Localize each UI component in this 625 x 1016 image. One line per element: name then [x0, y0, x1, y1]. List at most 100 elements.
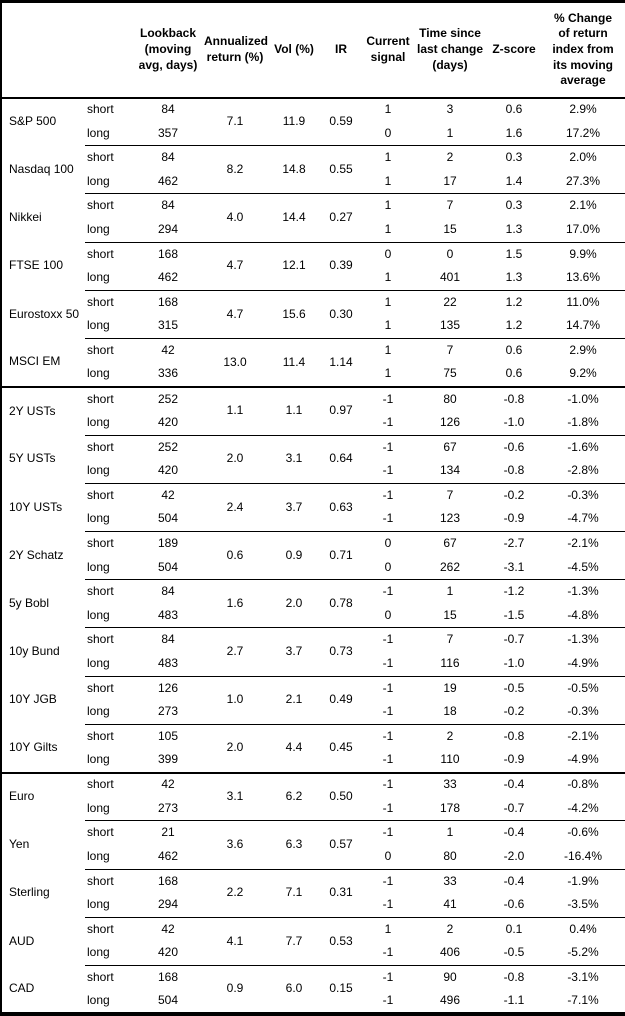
table-row: long 294 -1 41 -0.6 -3.5%	[1, 893, 625, 917]
vol-cell: 3.1	[269, 434, 319, 484]
vol-cell: 3.7	[269, 482, 319, 532]
current-signal-cell: 1	[363, 145, 413, 170]
ir-cell: 0.27	[319, 193, 363, 243]
current-signal-cell: -1	[382, 992, 394, 1007]
zscore-cell: -0.4	[487, 820, 541, 845]
current-signal-cell: 1	[363, 96, 413, 122]
current-signal-cell: -1	[363, 482, 413, 508]
ir-cell: 0.64	[319, 434, 363, 484]
lookback-cell: 336	[157, 366, 179, 381]
table-row: long 315 1 135 1.2 14.7%	[1, 314, 625, 338]
header-row: Lookback (moving avg, days) Annualized r…	[1, 1, 625, 99]
term-cell: long	[87, 125, 110, 140]
time-since-change-cell: 406	[439, 945, 461, 960]
time-since-change-cell: 116	[440, 656, 460, 671]
change-vs-ma-cell: -1.9%	[541, 868, 625, 894]
change-vs-ma-cell: -1.8%	[567, 414, 599, 429]
lookback-cell: 105	[135, 723, 201, 749]
asset-name-cell: 10Y Gilts	[9, 740, 58, 755]
current-signal-cell: -1	[382, 511, 394, 526]
ir-cell: 0.55	[319, 145, 363, 194]
table-row: long 420 -1 134 -0.8 -2.8%	[1, 459, 625, 483]
lookback-cell: 42	[135, 771, 201, 797]
asset-name-cell: 2Y USTs	[1, 385, 85, 436]
current-signal-cell: -1	[363, 675, 413, 701]
annualized-return-cell: 2.7	[201, 627, 269, 677]
term-cell: short	[85, 627, 135, 653]
vol-cell: 6.2	[269, 771, 319, 821]
table-row: 10Y USTs short 42 2.4 3.7 0.63 -1 7 -0.2 -0.3%	[1, 482, 625, 532]
header-asset	[1, 1, 85, 99]
term-cell: long	[87, 656, 110, 671]
table-row: Nasdaq 100 short 84 8.2 14.8 0.55 1 2 0.3 2.0%	[1, 145, 625, 194]
lookback-cell: 168	[135, 241, 201, 267]
current-signal-cell: 1	[363, 338, 413, 363]
table-row: 2Y Schatz short 189 0.6 0.9 0.71 0 67 -2.7 -2.1%	[1, 530, 625, 580]
header-zscore: Z-score	[487, 1, 541, 99]
zscore-cell: -0.8	[503, 463, 525, 478]
zscore-cell: -0.8	[487, 964, 541, 990]
lookback-cell: 504	[157, 992, 179, 1007]
change-vs-ma-cell: 17.2%	[565, 125, 601, 140]
current-signal-cell: -1	[363, 771, 413, 797]
zscore-cell: -0.2	[503, 704, 525, 719]
term-cell: short	[85, 916, 135, 942]
lookback-cell: 273	[157, 800, 179, 815]
zscore-cell: -0.6	[487, 434, 541, 460]
lookback-cell: 462	[157, 270, 179, 285]
ir-cell: 0.30	[319, 289, 363, 339]
current-signal-cell: 0	[384, 559, 392, 574]
asset-name-cell: S&P 500	[1, 96, 85, 146]
ir-cell: 0.97	[319, 385, 363, 436]
ir-cell: 0.71	[319, 530, 363, 580]
current-signal-cell: -1	[382, 897, 394, 912]
zscore-cell: -0.4	[487, 771, 541, 797]
change-vs-ma-cell: -1.3%	[541, 579, 625, 604]
current-signal-cell: -1	[363, 964, 413, 990]
change-vs-ma-cell: -3.1%	[541, 964, 625, 990]
zscore-cell: 1.6	[505, 125, 523, 140]
table-row: long 462 1 17 1.4 27.3%	[1, 170, 625, 194]
table-row: Euro short 42 3.1 6.2 0.50 -1 33 -0.4 -0.8%	[1, 771, 625, 821]
header-change-vs-ma: % Change of return index from its moving…	[541, 1, 625, 99]
table-row: 2Y USTs short 252 1.1 1.1 0.97 -1 80 -0.8 -1.0%	[1, 385, 625, 436]
time-since-change-cell: 1	[413, 820, 487, 845]
change-vs-ma-cell: -4.7%	[567, 511, 599, 526]
time-since-change-cell: 1	[446, 125, 454, 140]
table-row: long 462 0 80 -2.0 -16.4%	[1, 845, 625, 869]
asset-name-cell: 5y Bobl	[9, 596, 50, 610]
change-vs-ma-cell: 27.3%	[565, 173, 601, 188]
vol-cell: 7.7	[269, 916, 319, 966]
change-vs-ma-cell: 0.4%	[541, 916, 625, 942]
change-vs-ma-cell: -0.3%	[567, 704, 599, 719]
change-vs-ma-cell: -1.0%	[541, 385, 625, 411]
asset-name-cell: CAD	[9, 980, 35, 995]
table-row: long 357 0 1 1.6 17.2%	[1, 122, 625, 146]
ir-cell: 0.50	[319, 771, 363, 821]
term-cell: short	[85, 723, 135, 749]
current-signal-cell: 1	[363, 193, 413, 219]
zscore-cell: -0.8	[487, 723, 541, 749]
lookback-cell: 252	[135, 434, 201, 460]
annualized-return-cell: 2.2	[201, 868, 269, 918]
lookback-cell: 399	[157, 752, 179, 767]
lookback-cell: 483	[157, 607, 179, 622]
zscore-cell: -3.1	[503, 559, 525, 574]
zscore-cell: 1.2	[487, 289, 541, 315]
vol-cell: 14.8	[269, 145, 319, 194]
zscore-cell: -0.8	[487, 385, 541, 411]
change-vs-ma-cell: -4.2%	[567, 800, 599, 815]
table-row: 10Y Gilts short 105 2.0 4.4 0.45 -1 2 -0.8 -2.1%	[1, 723, 625, 773]
lookback-cell: 420	[157, 945, 179, 960]
change-vs-ma-cell: 11.0%	[541, 289, 625, 315]
lookback-cell: 294	[157, 897, 179, 912]
term-cell: short	[85, 338, 135, 363]
time-since-change-cell: 19	[413, 675, 487, 701]
asset-name-cell: Sterling	[9, 885, 50, 900]
time-since-change-cell: 178	[439, 800, 461, 815]
annualized-return-cell: 13.0	[201, 338, 269, 387]
term-cell: long	[87, 511, 110, 526]
time-since-change-cell: 67	[413, 434, 487, 460]
annualized-return-cell: 2.0	[201, 723, 269, 773]
term-cell: long	[87, 463, 110, 478]
